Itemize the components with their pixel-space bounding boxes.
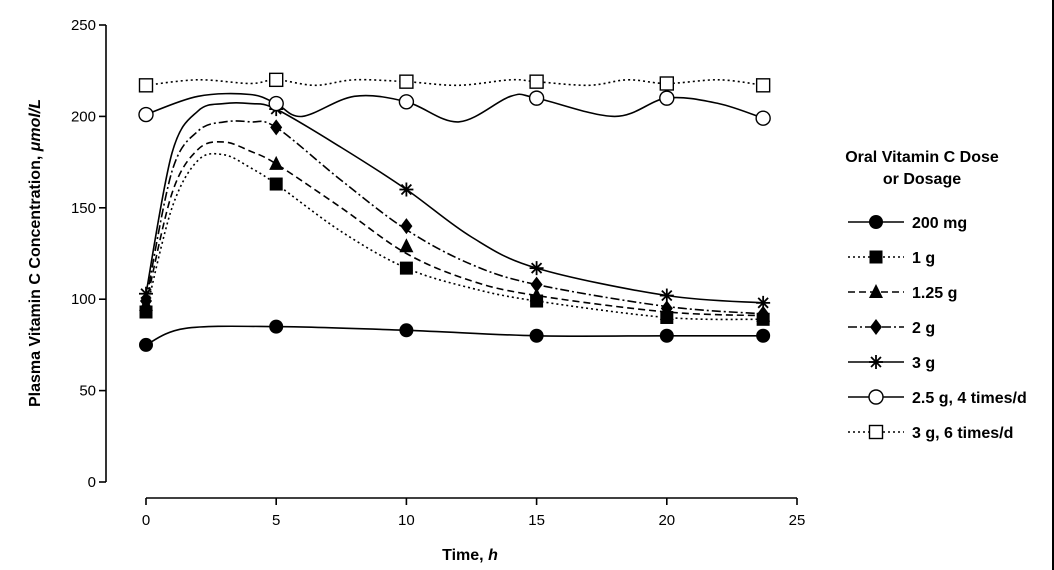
x-tick-label: 0 bbox=[142, 512, 150, 529]
legend-title-line-1: Oral Vitamin C Dose bbox=[845, 149, 999, 166]
point-200-mg bbox=[529, 328, 544, 343]
asterisk-stroke bbox=[140, 288, 152, 300]
point-2-g bbox=[400, 218, 413, 235]
y-tick-label: 50 bbox=[79, 383, 96, 400]
point-2-5-g-4-times-d bbox=[268, 95, 284, 112]
series-line-2-g bbox=[145, 120, 764, 315]
point-2-5-g-4-times-d bbox=[138, 106, 154, 123]
legend-marker bbox=[869, 284, 883, 298]
legend-label: 2 g bbox=[912, 320, 935, 337]
x-tick-label: 15 bbox=[528, 512, 545, 529]
axis-ticks: 0 50 100 150 200 250 0 5 10 15 20 25 bbox=[71, 17, 805, 529]
x-tick-label: 20 bbox=[658, 512, 675, 529]
point-3-g-6-times-d bbox=[529, 74, 544, 89]
point-3-g-6-times-d bbox=[659, 76, 674, 91]
point-1-25-g bbox=[529, 287, 544, 302]
point-3-g-6-times-d bbox=[138, 78, 154, 93]
legend-marker bbox=[868, 424, 884, 440]
legend-label: 2.5 g, 4 times/d bbox=[912, 390, 1027, 407]
series-curves bbox=[145, 78, 764, 346]
legend-marker bbox=[869, 215, 883, 229]
legend-label: 200 mg bbox=[912, 215, 967, 232]
point-3-g-6-times-d bbox=[269, 72, 284, 88]
point-2-g bbox=[270, 119, 283, 136]
legend-item-1-25-g: 1.25 g bbox=[848, 284, 957, 302]
point-2-5-g-4-times-d bbox=[528, 90, 545, 106]
point-3-g bbox=[756, 295, 771, 310]
x-axis-title: Time, h bbox=[442, 547, 498, 564]
legend-label: 1.25 g bbox=[912, 285, 957, 302]
legend-item-2-g: 2 g bbox=[848, 319, 935, 337]
legend-item-1-g: 1 g bbox=[848, 250, 935, 267]
point-3-g-6-times-d bbox=[399, 74, 414, 89]
series-line-3-g-6-times-d bbox=[145, 78, 764, 87]
point-2-g bbox=[660, 300, 673, 317]
legend-label: 1 g bbox=[912, 250, 935, 267]
legend-marker bbox=[869, 250, 883, 264]
point-3-g bbox=[659, 288, 674, 303]
x-tick-label: 10 bbox=[398, 512, 415, 529]
point-2-5-g-4-times-d bbox=[659, 90, 675, 106]
asterisk-stroke bbox=[400, 183, 412, 196]
series-line-1-g bbox=[145, 152, 764, 321]
point-200-mg bbox=[399, 323, 414, 338]
point-1-g bbox=[269, 177, 283, 191]
point-200-mg bbox=[659, 328, 674, 343]
point-1-25-g bbox=[269, 155, 284, 170]
point-200-mg bbox=[269, 319, 284, 334]
y-tick-label: 100 bbox=[71, 291, 96, 308]
legend-marker bbox=[870, 319, 882, 335]
point-1-25-g bbox=[399, 238, 414, 253]
y-tick-label: 150 bbox=[71, 200, 96, 217]
series-line-3-g bbox=[145, 102, 764, 304]
y-tick-label: 250 bbox=[71, 17, 96, 34]
series-line-1-25-g bbox=[145, 141, 764, 317]
asterisk-stroke bbox=[531, 262, 543, 274]
legend-title-line-2: or Dosage bbox=[883, 171, 961, 188]
legend-item-200-mg: 200 mg bbox=[848, 215, 967, 232]
asterisk-stroke bbox=[757, 297, 769, 309]
legend-item-3-g-6-times-d: 3 g, 6 times/d bbox=[848, 424, 1013, 442]
legend-item-2-5-g-4-times-d: 2.5 g, 4 times/d bbox=[848, 389, 1027, 407]
point-1-g bbox=[399, 261, 413, 275]
legend-item-3-g: 3 g bbox=[848, 355, 935, 372]
legend-label: 3 g, 6 times/d bbox=[912, 425, 1013, 442]
series-markers bbox=[138, 72, 771, 352]
point-200-mg bbox=[139, 337, 153, 352]
y-tick-label: 0 bbox=[88, 474, 96, 491]
asterisk-stroke bbox=[870, 356, 882, 368]
point-2-g bbox=[530, 276, 543, 293]
legend-marker bbox=[868, 389, 884, 405]
point-3-g-6-times-d bbox=[755, 78, 771, 93]
x-tick-label: 25 bbox=[789, 512, 806, 529]
y-tick-label: 200 bbox=[71, 108, 96, 125]
point-2-5-g-4-times-d bbox=[755, 110, 771, 126]
asterisk-stroke bbox=[661, 289, 673, 302]
legend-marker bbox=[869, 355, 883, 369]
point-3-g bbox=[139, 286, 153, 301]
legend: 200 mg 1 g 1.25 g 2 g 3 g 2.5 g, 4 times/d 3 g… bbox=[848, 215, 1027, 442]
point-3-g bbox=[529, 261, 544, 276]
legend-label: 3 g bbox=[912, 355, 935, 372]
x-tick-label: 5 bbox=[272, 512, 280, 529]
point-200-mg bbox=[756, 328, 771, 343]
frame-edge bbox=[1052, 0, 1054, 570]
y-axis-title: Plasma Vitamin C Concentration, μmol/L bbox=[27, 99, 44, 407]
point-2-g bbox=[757, 305, 770, 322]
axes bbox=[105, 25, 797, 499]
point-3-g bbox=[399, 182, 414, 197]
point-2-5-g-4-times-d bbox=[398, 94, 415, 110]
